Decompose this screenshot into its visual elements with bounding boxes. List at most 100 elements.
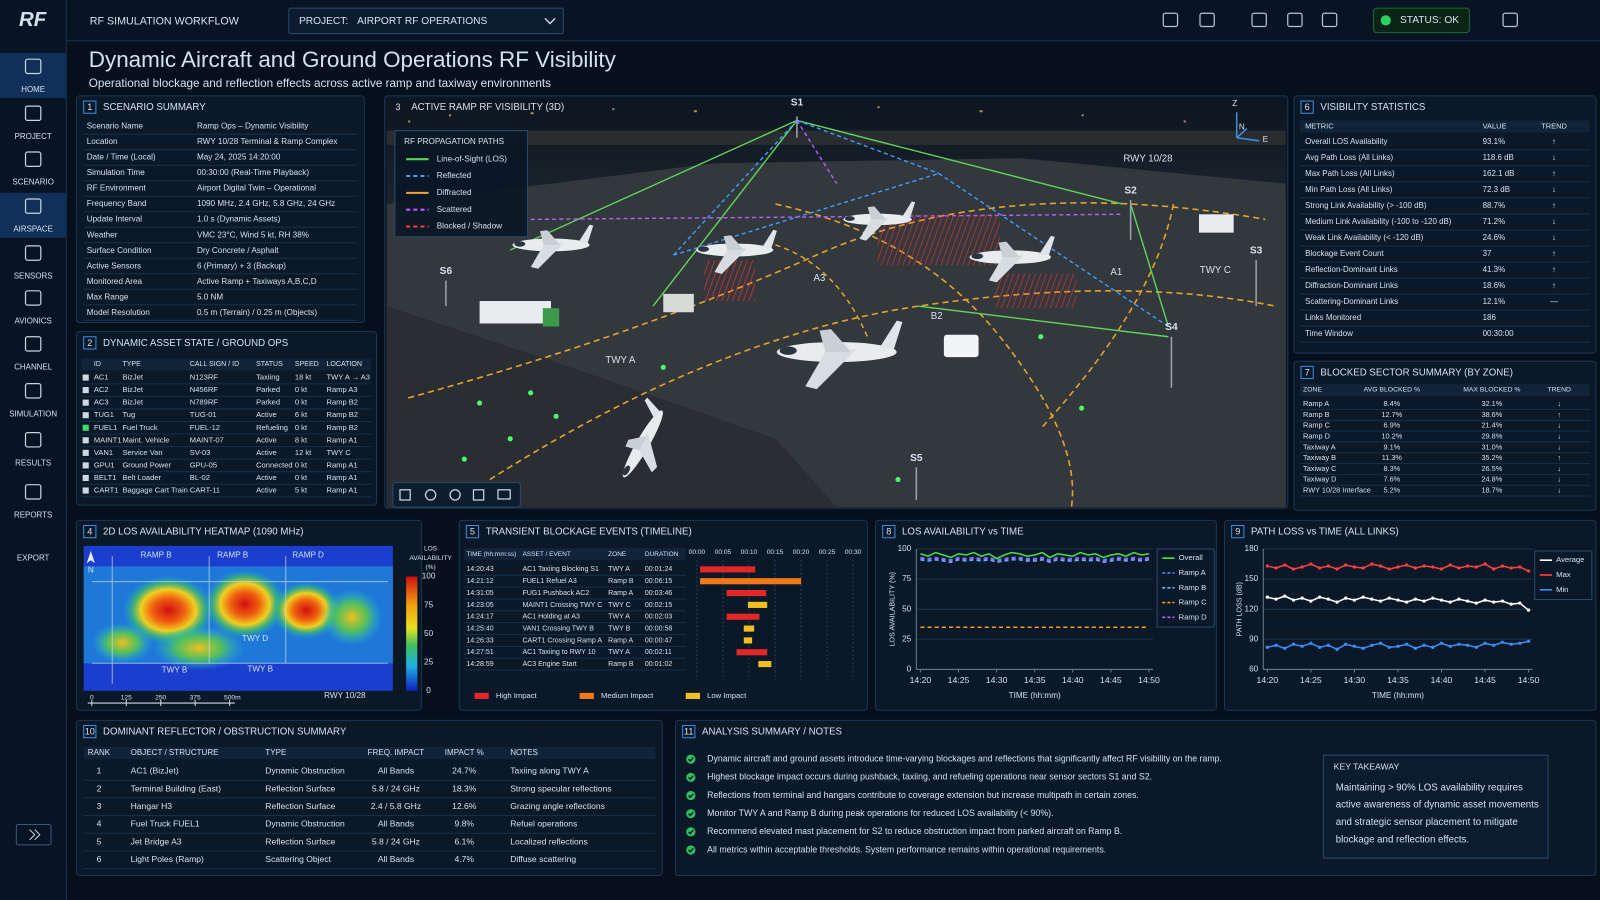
- table-cell: Scattering Object: [265, 854, 331, 864]
- scale-label: 500: [224, 695, 235, 702]
- series-marker: [1509, 602, 1513, 606]
- event-bar: [743, 625, 755, 632]
- nav-label[interactable]: PROJECT: [15, 132, 52, 141]
- table-cell: 29.8%: [1481, 431, 1502, 440]
- toolbar-icon[interactable]: [1199, 12, 1215, 28]
- series-marker: [1370, 643, 1374, 647]
- nav-icon[interactable]: [24, 245, 42, 261]
- decoration: [943, 334, 979, 358]
- series-marker: [1405, 642, 1409, 646]
- column-header: TIME (hh:mm:ss): [466, 551, 516, 558]
- check-icon: [686, 772, 696, 782]
- panel-title: TRANSIENT BLOCKAGE EVENTS (TIMELINE): [486, 527, 692, 538]
- panel-badge: [1300, 100, 1314, 114]
- decoration: [775, 203, 1074, 508]
- series-marker: [1500, 564, 1505, 568]
- analysis-bullet: Monitor TWY A and Ramp B during peak ope…: [707, 808, 1053, 818]
- nav-icon[interactable]: [24, 151, 42, 167]
- column-header: TYPE: [122, 361, 141, 368]
- table-cell: FUEL-12: [190, 423, 220, 432]
- nav-icon[interactable]: [24, 336, 42, 352]
- nav-label[interactable]: EXPORT: [17, 553, 50, 562]
- scale-label: 250: [155, 695, 166, 702]
- nav-label[interactable]: SENSORS: [14, 272, 53, 281]
- table-cell: 00:01:24: [645, 566, 672, 573]
- series-marker: [1500, 599, 1505, 603]
- collapse-button[interactable]: [15, 823, 52, 846]
- series-marker: [1352, 644, 1357, 648]
- column-header: METRIC: [1305, 121, 1334, 130]
- nav-icon[interactable]: [24, 105, 42, 122]
- table-cell: AC2: [94, 385, 109, 394]
- decoration: [407, 202, 1276, 508]
- series-marker: [1474, 645, 1478, 649]
- decoration: [672, 119, 798, 256]
- table-cell: Terminal Building (East): [131, 783, 222, 793]
- table-cell: 18.3%: [452, 783, 477, 793]
- nav-icon[interactable]: [24, 290, 42, 306]
- table-cell: Ramp A: [1303, 399, 1329, 408]
- table-cell: GPU1: [94, 460, 115, 469]
- table-cell: TWY A: [608, 649, 630, 656]
- nav-label[interactable]: SCENARIO: [12, 178, 53, 187]
- toolbar-icon[interactable]: [1162, 12, 1179, 28]
- check-mark: [688, 775, 694, 781]
- table-cell: 186: [1483, 313, 1497, 322]
- nav-icon[interactable]: [24, 198, 42, 214]
- toolbar-icon[interactable]: [1502, 12, 1518, 28]
- decoration: [91, 622, 154, 664]
- series-marker: [1448, 600, 1452, 604]
- nav-icon[interactable]: [24, 383, 42, 399]
- table-cell: TWY A: [608, 614, 630, 621]
- nav-label[interactable]: HOME: [21, 85, 45, 94]
- legend-label: Overall: [1179, 553, 1204, 562]
- table-cell: ↓: [1552, 233, 1556, 242]
- series-marker: [1474, 565, 1478, 569]
- nav-label[interactable]: CHANNEL: [14, 362, 53, 371]
- asset-icon: [82, 474, 89, 482]
- series-marker: [1317, 595, 1322, 599]
- table-cell: AC3: [94, 398, 109, 407]
- nav-label[interactable]: REPORTS: [14, 510, 52, 519]
- decoration: [542, 308, 560, 327]
- toolbar-icon[interactable]: [1321, 12, 1338, 28]
- table-cell: Strong specular reflections: [510, 783, 611, 793]
- table-cell: Jet Bridge A3: [131, 836, 182, 846]
- table-cell: ↓: [1552, 217, 1556, 226]
- series-marker: [1335, 647, 1339, 651]
- column-header: ASSET / EVENT: [522, 551, 570, 558]
- nav-icon[interactable]: [24, 432, 42, 448]
- panel-number: 3: [395, 102, 400, 112]
- toolbar-icon[interactable]: [1251, 12, 1267, 28]
- series-marker: [1439, 598, 1444, 602]
- nav-label[interactable]: SIMULATION: [9, 409, 57, 418]
- table-cell: 93.1%: [1483, 137, 1506, 146]
- decoration: [877, 106, 880, 109]
- table-cell: BizJet: [122, 398, 143, 407]
- nav-icon[interactable]: [24, 484, 42, 500]
- summary-key: Model Resolution: [87, 308, 150, 317]
- asset-icon: [82, 399, 89, 406]
- decoration: [497, 489, 511, 500]
- timeline-tick: 00:25: [819, 549, 836, 556]
- summary-value: Ramp Ops – Dynamic Visibility: [197, 122, 309, 131]
- x-axis-label: TIME (hh:mm): [1009, 691, 1061, 700]
- event-bar: [758, 661, 772, 668]
- project-dropdown[interactable]: [288, 7, 564, 35]
- table-cell: Light Poles (Ramp): [131, 854, 204, 864]
- nav-label[interactable]: AVIONICS: [14, 317, 51, 326]
- legend-label: Ramp D: [1179, 612, 1208, 621]
- table-cell: Ramp A3: [327, 385, 358, 394]
- nav-label[interactable]: RESULTS: [15, 458, 51, 467]
- summary-value: Airport Digital Twin – Operational: [197, 184, 316, 193]
- table-cell: 35.2%: [1481, 453, 1502, 462]
- series-marker: [1326, 597, 1330, 601]
- colorbar-tick: 100: [422, 572, 436, 581]
- table-cell: TWY C: [608, 602, 631, 609]
- table-cell: ↑: [1552, 201, 1556, 210]
- table-header-bg: [1300, 383, 1590, 396]
- toolbar-icon[interactable]: [1287, 12, 1303, 28]
- table-cell: ↑: [1552, 169, 1556, 178]
- nav-icon[interactable]: [24, 58, 42, 75]
- nav-label[interactable]: AIRSPACE: [13, 225, 53, 234]
